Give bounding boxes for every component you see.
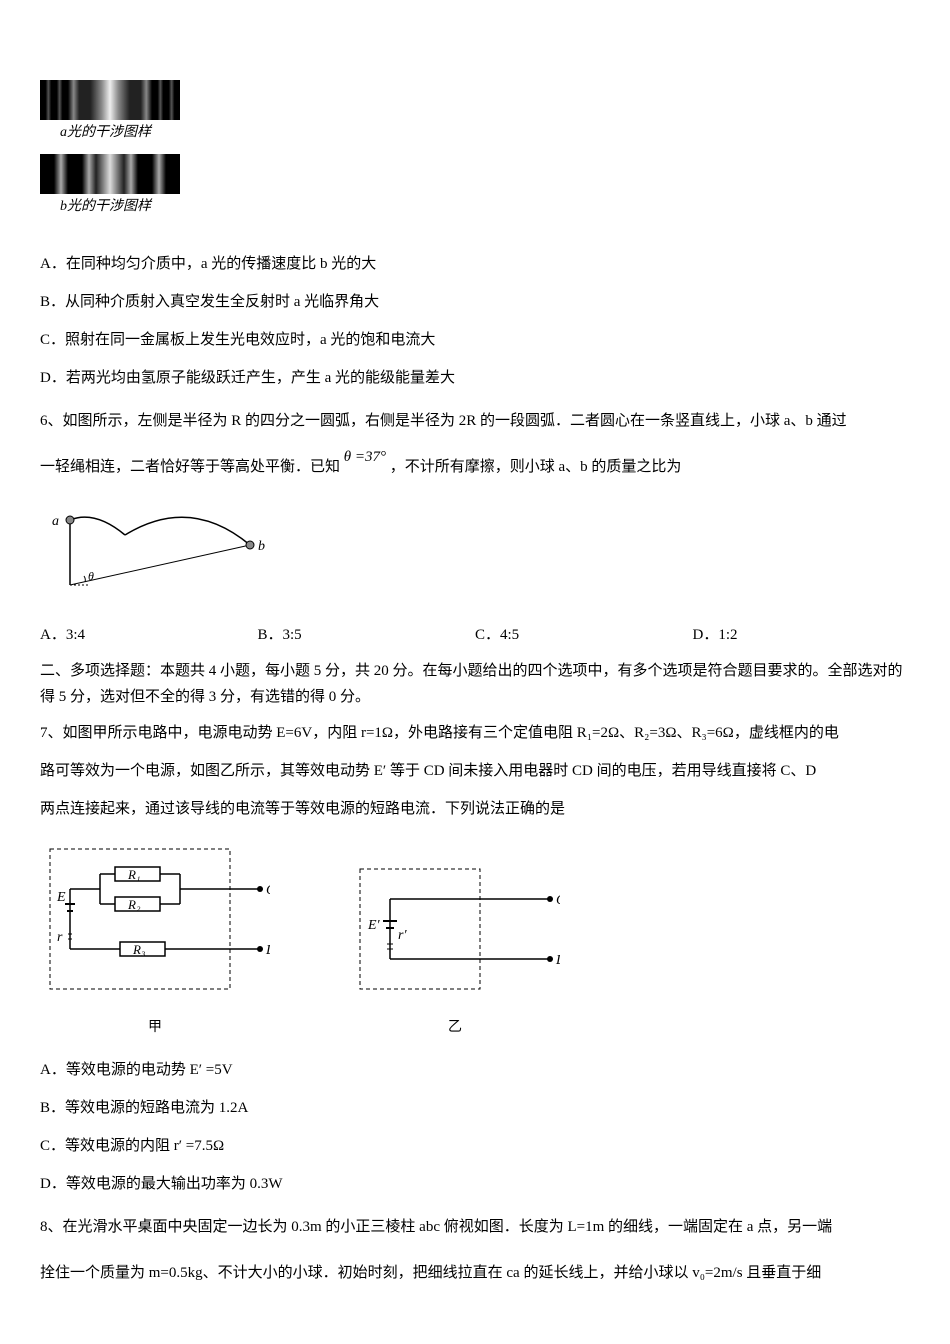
svg-text:C: C — [556, 893, 560, 908]
q6-pre: 一轻绳相连，二者恰好等于等高处平衡．已知 — [40, 459, 340, 475]
circuit-jia-caption: 甲 — [40, 1017, 270, 1039]
q7-opt-b: B．等效电源的短路电流为 1.2A — [40, 1093, 910, 1123]
q6-opt-c: C．4:5 — [475, 623, 693, 647]
q6-opt-a: A．3:4 — [40, 623, 258, 647]
q6-post: ，不计所有摩擦，则小球 a、b 的质量之比为 — [390, 459, 682, 475]
q6-text-2: 一轻绳相连，二者恰好等于等高处平衡．已知 θ =37° ，不计所有摩擦，则小球 … — [40, 449, 910, 486]
circuit-yi: E′ r′ C D 乙 — [350, 859, 560, 1039]
q5-option-c: C．照射在同一金属板上发生光电效应时，a 光的饱和电流大 — [40, 325, 910, 355]
svg-text:E′: E′ — [367, 918, 381, 933]
q6-arc-diagram: a b θ — [40, 500, 910, 608]
interference-pattern-a: a光的干涉图样 — [40, 80, 910, 144]
q7-text-3: 两点连接起来，通过该导线的电流等于等效电源的短路电流．下列说法正确的是 — [40, 794, 910, 824]
q6-options: A．3:4 B．3:5 C．4:5 D．1:2 — [40, 623, 910, 647]
q8-text-2: 拴住一个质量为 m=0.5kg、不计大小的小球．初始时刻，把细线拉直在 ca 的… — [40, 1255, 910, 1291]
q6-opt-b: B．3:5 — [258, 623, 476, 647]
q7-opt-d: D．等效电源的最大输出功率为 0.3W — [40, 1169, 910, 1199]
svg-text:E: E — [56, 890, 66, 905]
circuit-yi-caption: 乙 — [350, 1017, 560, 1039]
pattern-a-label: a光的干涉图样 — [40, 122, 910, 144]
pattern-b-image — [40, 154, 180, 194]
svg-text:r: r — [57, 930, 63, 945]
svg-text:r′: r′ — [398, 928, 407, 943]
q7-opt-a: A．等效电源的电动势 E′ =5V — [40, 1055, 910, 1085]
svg-text:R₃: R₃ — [132, 942, 145, 957]
q5-option-b: B．从同种介质射入真空发生全反射时 a 光临界角大 — [40, 287, 910, 317]
arc-label-theta: θ — [88, 569, 94, 583]
svg-text:D: D — [265, 943, 270, 958]
q5-option-a: A．在同种均匀介质中，a 光的传播速度比 b 光的大 — [40, 249, 910, 279]
q7-text-1: 7、如图甲所示电路中，电源电动势 E=6V，内阻 r=1Ω，外电路接有三个定值电… — [40, 718, 910, 748]
q6-text-1: 6、如图所示，左侧是半径为 R 的四分之一圆弧，右侧是半径为 2R 的一段圆弧．… — [40, 403, 910, 439]
pattern-b-label: b光的干涉图样 — [40, 196, 910, 218]
arc-label-b: b — [258, 539, 265, 554]
q7-opt-c: C．等效电源的内阻 r′ =7.5Ω — [40, 1131, 910, 1161]
svg-text:R₁: R₁ — [127, 867, 140, 882]
section2-header: 二、多项选择题：本题共 4 小题，每小题 5 分，共 20 分。在每小题给出的四… — [40, 659, 910, 710]
svg-text:D: D — [555, 953, 560, 968]
interference-pattern-b: b光的干涉图样 — [40, 154, 910, 218]
q6-theta: θ =37° — [344, 439, 386, 475]
svg-text:R₂: R₂ — [127, 897, 141, 912]
q6-opt-d: D．1:2 — [693, 623, 911, 647]
pattern-a-image — [40, 80, 180, 120]
circuit-jia: E r R₁ R₂ C R₃ — [40, 839, 270, 1039]
q7-circuits: E r R₁ R₂ C R₃ — [40, 839, 910, 1039]
q8-text-1: 8、在光滑水平桌面中央固定一边长为 0.3m 的小正三棱柱 abc 俯视如图．长… — [40, 1209, 910, 1245]
q5-option-d: D．若两光均由氢原子能级跃迁产生，产生 a 光的能级能量差大 — [40, 363, 910, 393]
svg-text:C: C — [266, 883, 270, 898]
arc-label-a: a — [52, 514, 59, 529]
q7-text-2: 路可等效为一个电源，如图乙所示，其等效电动势 E′ 等于 CD 间未接入用电器时… — [40, 756, 910, 786]
